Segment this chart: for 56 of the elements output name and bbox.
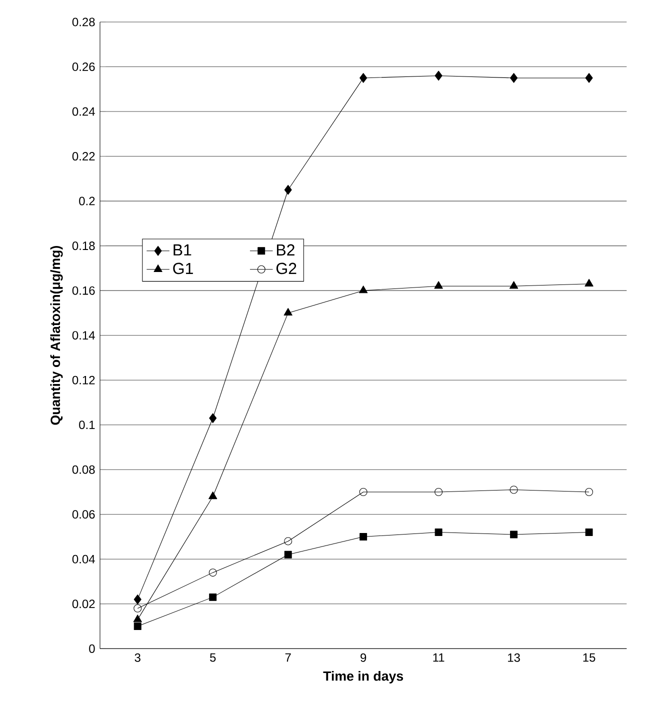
- y-tick-label: 0.14: [72, 331, 95, 340]
- point: [134, 604, 142, 612]
- x-tick-label: 13: [508, 653, 520, 662]
- y-axis-title: Quantity of Aflatoxin(μg/mg): [50, 246, 63, 425]
- point: [510, 73, 518, 83]
- x-tick-label: 7: [285, 653, 291, 662]
- point: [133, 614, 142, 622]
- point: [434, 70, 442, 81]
- point: [208, 568, 217, 577]
- y-tick-label: 0.12: [72, 376, 95, 384]
- y-tick-label: 0.26: [72, 62, 95, 72]
- x-tick-label: 15: [583, 653, 596, 662]
- point: [209, 593, 217, 601]
- point: [510, 530, 518, 538]
- legend-label: B2: [276, 244, 294, 256]
- point: [284, 184, 292, 195]
- x-tick-label: 3: [134, 653, 140, 662]
- point: [434, 528, 442, 536]
- y-tick-label: 0.06: [72, 510, 95, 519]
- point: [360, 533, 368, 540]
- point: [434, 488, 443, 496]
- y-tick-label: 0.22: [72, 152, 95, 161]
- y-tick-label: 0.18: [72, 242, 95, 250]
- point: [510, 486, 518, 494]
- point: [585, 528, 593, 536]
- x-tick-label: 11: [433, 653, 444, 662]
- y-tick-label: 0: [89, 644, 95, 653]
- point: [359, 488, 368, 496]
- point: [284, 537, 292, 546]
- y-tick-label: 0.08: [72, 465, 95, 474]
- point: [509, 281, 518, 289]
- point: [134, 622, 142, 630]
- point: [134, 594, 142, 604]
- point: [359, 286, 368, 294]
- y-tick-label: 0.28: [72, 18, 95, 26]
- point: [284, 308, 292, 316]
- point: [208, 492, 218, 500]
- point: [585, 73, 593, 83]
- y-tick-label: 0.24: [72, 107, 95, 116]
- legend-label: G2: [276, 262, 296, 274]
- legend-label: G1: [173, 262, 193, 274]
- point: [360, 73, 368, 83]
- x-tick-label: 5: [210, 653, 216, 662]
- point: [284, 550, 292, 558]
- point: [585, 488, 594, 496]
- point: [209, 413, 217, 424]
- point: [434, 281, 443, 289]
- y-tick-label: 0.02: [72, 600, 95, 608]
- y-tick-label: 0.2: [79, 196, 95, 206]
- legend-label: B1: [174, 244, 192, 256]
- x-tick-label: 9: [360, 653, 366, 662]
- y-tick-label: 0.1: [79, 420, 95, 430]
- y-tick-label: 0.04: [72, 554, 95, 564]
- x-axis-title: Time in days: [323, 671, 404, 684]
- y-tick-label: 0.16: [72, 286, 95, 295]
- point: [584, 278, 594, 286]
